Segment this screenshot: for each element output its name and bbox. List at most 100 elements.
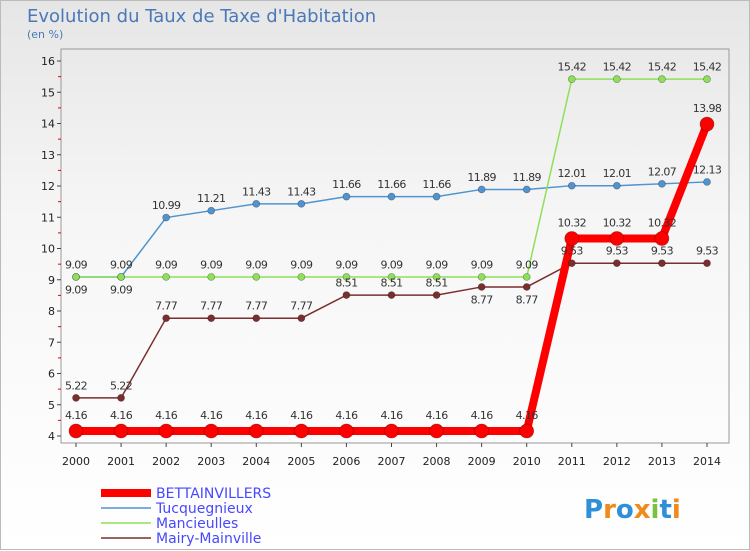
data-label: 5.22 xyxy=(65,379,87,392)
x-tick-label: 2010 xyxy=(513,455,541,468)
x-tick-label: 2007 xyxy=(378,455,406,468)
data-point xyxy=(207,206,216,215)
data-point xyxy=(477,273,486,281)
data-label: 9.09 xyxy=(335,258,358,271)
x-tick-label: 2011 xyxy=(558,455,586,468)
data-point xyxy=(387,291,396,299)
data-point xyxy=(609,231,625,246)
data-label: 15.42 xyxy=(648,61,677,74)
data-point xyxy=(477,185,486,194)
y-tick-label: 5 xyxy=(48,399,55,412)
legend-label: BETTAINVILLERS xyxy=(156,486,271,502)
data-label: 4.16 xyxy=(65,409,88,422)
data-point xyxy=(387,192,396,201)
x-tick-label: 2009 xyxy=(468,455,496,468)
data-point xyxy=(342,273,351,281)
data-label: 11.66 xyxy=(377,178,406,191)
data-point xyxy=(203,423,219,439)
data-label: 4.16 xyxy=(290,409,313,422)
x-tick-label: 2003 xyxy=(197,455,225,468)
data-point xyxy=(207,314,216,323)
data-label: 9.09 xyxy=(471,258,494,271)
data-label: 7.77 xyxy=(200,300,223,313)
data-point xyxy=(342,192,351,201)
data-label: 4.16 xyxy=(380,409,403,422)
x-tick-label: 2008 xyxy=(423,455,451,468)
data-point xyxy=(117,394,125,402)
data-point xyxy=(699,116,715,132)
x-tick-label: 2000 xyxy=(62,455,90,468)
data-label: 9.09 xyxy=(290,258,313,271)
data-point xyxy=(613,259,621,268)
data-point xyxy=(297,199,306,208)
data-label: 10.32 xyxy=(648,217,677,230)
data-label: 9.53 xyxy=(606,245,629,258)
data-label: 9.53 xyxy=(651,245,674,258)
data-point xyxy=(297,273,306,281)
data-point xyxy=(522,185,531,194)
data-point xyxy=(252,314,261,323)
data-point xyxy=(68,423,84,439)
y-tick-label: 12 xyxy=(41,180,55,193)
plot-area xyxy=(60,48,730,444)
data-label: 15.42 xyxy=(693,61,722,74)
data-point xyxy=(162,213,170,222)
data-label: 4.16 xyxy=(245,409,268,422)
x-tick-label: 2012 xyxy=(603,455,631,468)
y-tick-label: 9 xyxy=(48,274,55,287)
y-tick-label: 11 xyxy=(41,211,55,224)
x-tick-label: 2002 xyxy=(152,455,180,468)
data-label: 10.32 xyxy=(558,217,587,230)
data-label: 11.89 xyxy=(512,171,541,184)
y-tick-label: 6 xyxy=(48,368,55,381)
data-label: 11.66 xyxy=(422,178,451,191)
data-label: 8.51 xyxy=(335,277,357,290)
y-tick-label: 15 xyxy=(41,86,55,99)
data-point xyxy=(387,273,396,281)
x-tick-label: 2014 xyxy=(693,455,721,468)
data-point xyxy=(567,259,576,268)
data-label: 12.01 xyxy=(558,167,587,180)
data-label: 9.09 xyxy=(110,258,133,271)
data-label: 9.09 xyxy=(65,258,88,271)
y-tick-label: 4 xyxy=(48,430,55,443)
data-point xyxy=(658,179,666,188)
data-point xyxy=(342,291,351,299)
x-tick-label: 2004 xyxy=(242,455,270,468)
data-point xyxy=(113,423,129,439)
data-point xyxy=(658,75,666,83)
data-label: 5.22 xyxy=(110,379,132,392)
data-point xyxy=(432,291,441,299)
data-label: 11.43 xyxy=(242,185,271,198)
data-label: 7.77 xyxy=(155,300,178,313)
data-label: 4.16 xyxy=(516,409,539,422)
proxiti-logo: Proxiti xyxy=(584,495,681,525)
data-point xyxy=(519,423,535,439)
y-tick-label: 14 xyxy=(41,118,55,131)
data-label: 9.09 xyxy=(110,283,133,296)
data-label: 4.16 xyxy=(155,409,178,422)
legend-label: Tucquegnieux xyxy=(155,501,253,517)
data-point xyxy=(432,273,441,281)
data-point xyxy=(474,423,489,439)
data-label: 15.42 xyxy=(558,61,587,74)
y-tick-label: 8 xyxy=(48,305,55,318)
data-point xyxy=(703,75,711,83)
data-point xyxy=(72,394,80,402)
y-tick-label: 7 xyxy=(48,336,55,349)
data-point xyxy=(567,181,576,190)
data-label: 8.51 xyxy=(380,277,402,290)
data-point xyxy=(248,423,264,439)
data-label: 7.77 xyxy=(245,300,268,313)
data-label: 4.16 xyxy=(200,409,223,422)
data-point xyxy=(297,314,306,323)
data-label: 11.89 xyxy=(467,171,496,184)
data-point xyxy=(477,283,486,291)
data-label: 8.77 xyxy=(471,293,494,306)
data-label: 12.13 xyxy=(693,163,722,176)
data-point xyxy=(613,181,621,190)
data-point xyxy=(207,273,216,281)
data-label: 13.98 xyxy=(693,102,722,115)
